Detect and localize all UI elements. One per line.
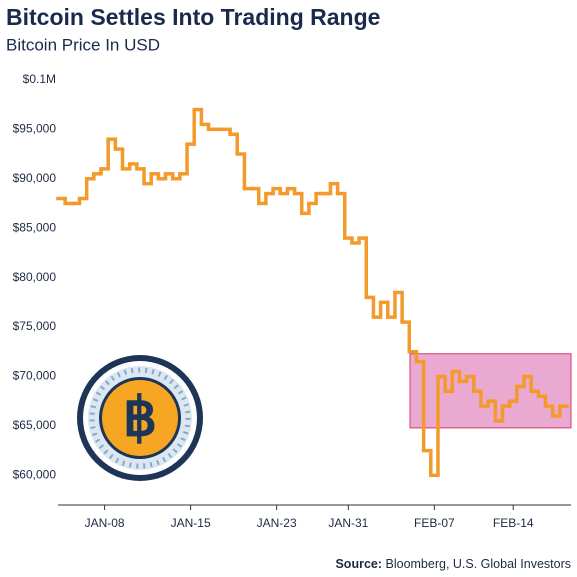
y-tick-label: $95,000 bbox=[13, 121, 57, 135]
chart-title: Bitcoin Settles Into Trading Range bbox=[6, 4, 380, 30]
source: Source: Bloomberg, U.S. Global Investors bbox=[335, 557, 571, 571]
bitcoin-logo: ฿ bbox=[77, 355, 203, 481]
source-label: Source: bbox=[335, 557, 382, 571]
chart-subtitle: Bitcoin Price In USD bbox=[6, 35, 160, 54]
source-text: Bloomberg, U.S. Global Investors bbox=[386, 557, 572, 571]
y-tick-label: $0.1M bbox=[23, 72, 56, 86]
x-tick-label: JAN-23 bbox=[257, 516, 297, 530]
y-tick-label: $70,000 bbox=[13, 369, 57, 383]
y-tick-label: $90,000 bbox=[13, 171, 57, 185]
x-tick-label: JAN-31 bbox=[328, 516, 368, 530]
x-tick-label: JAN-15 bbox=[171, 516, 211, 530]
bitcoin-symbol: ฿ bbox=[123, 387, 157, 447]
plot: $0.1M $95,000 $90,000 $85,000 $80,000 $75,000… bbox=[13, 72, 572, 530]
y-tick-label: $80,000 bbox=[13, 270, 57, 284]
coin-face bbox=[102, 380, 178, 456]
x-tick-label: JAN-08 bbox=[85, 516, 125, 530]
y-tick-label: $85,000 bbox=[13, 220, 57, 234]
x-tick-label: FEB-07 bbox=[414, 516, 455, 530]
coin-dots bbox=[89, 367, 191, 469]
y-tick-label: $60,000 bbox=[13, 468, 57, 482]
y-tick-label: $65,000 bbox=[13, 418, 57, 432]
trading-range-highlight bbox=[409, 353, 572, 429]
x-tick-label: FEB-14 bbox=[493, 516, 534, 530]
y-tick-label: $75,000 bbox=[13, 319, 57, 333]
